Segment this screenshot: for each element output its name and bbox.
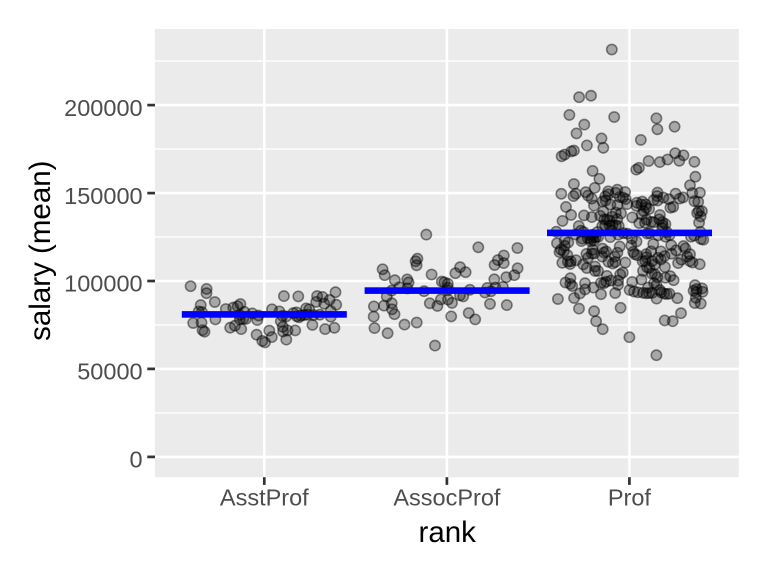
svg-text:0: 0: [130, 447, 143, 473]
svg-text:Prof: Prof: [608, 485, 652, 511]
svg-text:200000: 200000: [64, 95, 142, 121]
svg-text:50000: 50000: [77, 359, 142, 385]
svg-text:150000: 150000: [64, 183, 142, 209]
svg-text:rank: rank: [419, 516, 477, 549]
svg-text:AssocProf: AssocProf: [393, 485, 501, 511]
svg-text:AsstProf: AsstProf: [220, 485, 309, 511]
svg-text:salary (mean): salary (mean): [24, 161, 57, 341]
svg-text:100000: 100000: [64, 271, 142, 297]
